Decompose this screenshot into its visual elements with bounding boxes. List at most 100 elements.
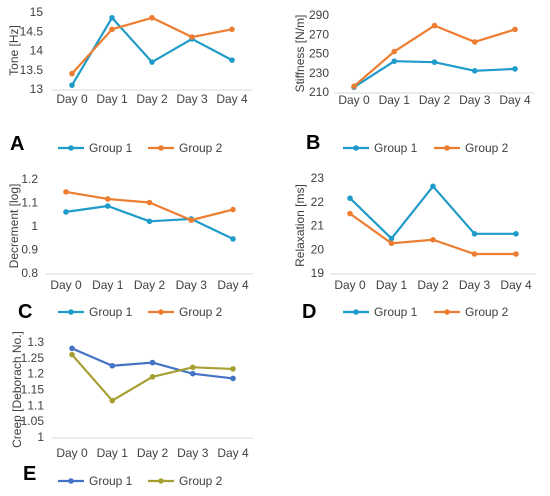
legend-entry-group-1: Group 1 — [58, 141, 133, 155]
y-axis-label: Creep [Deborach No.] — [10, 331, 24, 448]
data-point-group-2 — [229, 26, 235, 33]
panel-letter: D — [302, 301, 316, 323]
data-point-group-2 — [471, 39, 478, 45]
legend-swatch-marker — [353, 309, 359, 315]
data-point-group-2 — [149, 374, 156, 380]
legend-entry-group-2: Group 2 — [148, 141, 223, 155]
legend-label: Group 1 — [89, 141, 133, 155]
x-tick-label: Day 2 — [417, 278, 449, 292]
series-line-group-2 — [71, 16, 233, 75]
x-tick-label: Day 0 — [50, 278, 82, 292]
data-point-group-2 — [189, 364, 196, 371]
legend-label: Group 2 — [179, 474, 223, 488]
y-axis-label: Decrement [log] — [7, 184, 21, 269]
x-tick-label: Day 0 — [56, 446, 88, 460]
chart-panel-a: Tone [Hz] 13 13.5 14 14.5 15 Day 0 Day 1 Day 2 Da… — [7, 5, 252, 155]
data-point-group-2 — [347, 210, 353, 217]
legend-label: Group 1 — [89, 474, 133, 488]
y-tick-label: 14 — [30, 44, 44, 58]
x-tick-label: Day 2 — [134, 278, 166, 292]
data-point-group-2 — [430, 236, 436, 243]
data-point-group-1 — [69, 82, 75, 88]
y-tick-label: 13.5 — [20, 63, 44, 77]
data-point-group-1 — [109, 14, 115, 21]
y-tick-label: 1.3 — [27, 335, 44, 349]
y-axis-label: Relaxation [ms] — [293, 184, 307, 267]
data-point-group-2 — [230, 366, 236, 372]
y-axis-label: Tone [Hz] — [7, 25, 21, 76]
x-tick-label: Day 0 — [338, 93, 370, 107]
legend-swatch-marker — [444, 145, 450, 151]
y-tick-label: 1.15 — [21, 383, 45, 397]
chart-panel-b: Stiffness [N/m] 210 230 250 270 290 Day 0 Day 1… — [293, 8, 535, 155]
series-line-group-2 — [65, 190, 234, 222]
data-point-group-2 — [69, 70, 75, 77]
x-tick-label: Day 1 — [92, 278, 124, 292]
legend-label: Group 2 — [179, 141, 223, 155]
y-tick-label: 15 — [30, 5, 44, 19]
data-point-group-2 — [69, 351, 75, 358]
legend-label: Group 2 — [465, 305, 509, 319]
legend-entry-group-2: Group 2 — [148, 474, 223, 488]
y-tick-label: 1.1 — [27, 398, 44, 412]
x-tick-label: Day 3 — [459, 278, 491, 292]
data-point-group-2 — [388, 240, 395, 247]
x-tick-label: Day 1 — [376, 278, 408, 292]
chart-panel-e: Creep [Deborach No.] 1 1.05 1.11.15 1.2 1.25 1… — [10, 331, 253, 488]
y-tick-label: 270 — [309, 27, 329, 41]
data-point-group-1 — [149, 359, 156, 366]
data-point-group-2 — [431, 22, 438, 29]
x-tick-label: Day 1 — [379, 93, 411, 107]
data-point-group-1 — [512, 66, 518, 72]
x-tick-label: Day 2 — [137, 446, 169, 460]
y-axis-label: Stiffness [N/m] — [293, 15, 307, 93]
data-point-group-1 — [513, 231, 519, 237]
x-tick-label: Day 3 — [177, 446, 209, 460]
y-tick-label: 1 — [31, 219, 38, 233]
data-point-group-2 — [512, 26, 518, 33]
series-line-group-2 — [353, 24, 516, 88]
y-tick-label: 14.5 — [20, 24, 44, 38]
data-point-group-2 — [109, 397, 116, 404]
panel-letter: E — [23, 463, 36, 485]
x-tick-label: Day 0 — [56, 92, 88, 106]
data-point-group-1 — [471, 68, 478, 74]
data-point-group-2 — [471, 251, 478, 257]
data-point-group-1 — [471, 231, 478, 237]
x-tick-label: Day 2 — [136, 92, 168, 106]
y-tick-label: 250 — [309, 47, 329, 61]
y-tick-label: 1.05 — [21, 414, 45, 428]
chart-panel-c: Decrement [log]0.8 0.9 1 1.1 1.2 Day 0 Day 1 Da… — [7, 172, 253, 323]
legend-entry-group-1: Group 1 — [343, 305, 418, 319]
legend-label: Group 1 — [374, 305, 418, 319]
y-tick-label: 20 — [311, 242, 325, 256]
data-point-group-1 — [230, 236, 236, 242]
y-tick-label: 290 — [309, 8, 329, 22]
series-line-group-1 — [71, 16, 233, 86]
y-tick-label: 21 — [311, 219, 325, 233]
data-point-group-2 — [109, 26, 115, 33]
legend-swatch-marker — [68, 478, 74, 484]
x-tick-label: Day 4 — [217, 446, 249, 460]
y-tick-label: 230 — [309, 66, 329, 80]
data-point-group-1 — [391, 58, 398, 64]
panel-letter: A — [10, 133, 24, 155]
legend-entry-group-1: Group 1 — [343, 141, 418, 155]
y-tick-label: 1.2 — [21, 172, 38, 186]
y-tick-label: 210 — [309, 85, 329, 99]
x-tick-label: Day 0 — [334, 278, 366, 292]
x-tick-label: Day 1 — [97, 446, 129, 460]
y-tick-label: 23 — [311, 171, 325, 185]
y-tick-label: 1.1 — [21, 196, 38, 210]
data-point-group-1 — [388, 235, 395, 242]
data-point-group-2 — [391, 48, 398, 55]
legend-label: Group 1 — [374, 141, 418, 155]
legend-swatch-marker — [444, 309, 450, 315]
data-point-group-2 — [104, 196, 111, 202]
chart-panel-d: Relaxation [ms] 19 20 21 22 23 Day 0 Day 1 Day 2… — [293, 171, 536, 323]
x-tick-label: Day 4 — [500, 278, 532, 292]
y-tick-label: 22 — [311, 195, 325, 209]
data-point-group-2 — [351, 83, 357, 90]
y-tick-label: 0.8 — [21, 266, 38, 280]
